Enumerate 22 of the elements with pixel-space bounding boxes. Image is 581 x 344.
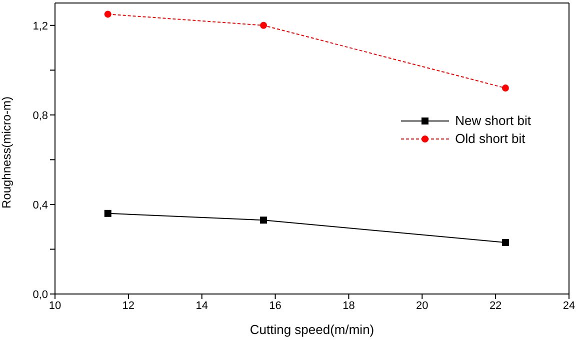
x-tick-label: 16 [269, 300, 282, 312]
x-axis-title: Cutting speed(m/min) [250, 322, 374, 337]
legend-label: Old short bit [455, 130, 526, 148]
point [104, 10, 112, 18]
point [260, 22, 268, 29]
y-axis-title: Roughness(micro-m) [0, 96, 14, 208]
y-tick-label: 0,8 [32, 110, 48, 122]
point [260, 216, 268, 224]
x-tick-label: 22 [489, 300, 502, 312]
point [502, 239, 509, 246]
x-tick-label: 24 [562, 300, 576, 312]
x-tick-label: 10 [48, 300, 62, 312]
x-tick-label: 18 [342, 300, 355, 312]
x-tick-label: 12 [122, 300, 135, 312]
x-tick-label: 14 [196, 300, 208, 312]
y-tick-label: 1,2 [32, 20, 48, 32]
legend-label: New short bit [455, 112, 531, 130]
x-tick-label: 20 [416, 300, 428, 312]
y-tick-label: 0,0 [32, 288, 48, 301]
y-tick-label: 0,4 [32, 199, 48, 212]
point [502, 84, 509, 92]
point [104, 210, 112, 217]
